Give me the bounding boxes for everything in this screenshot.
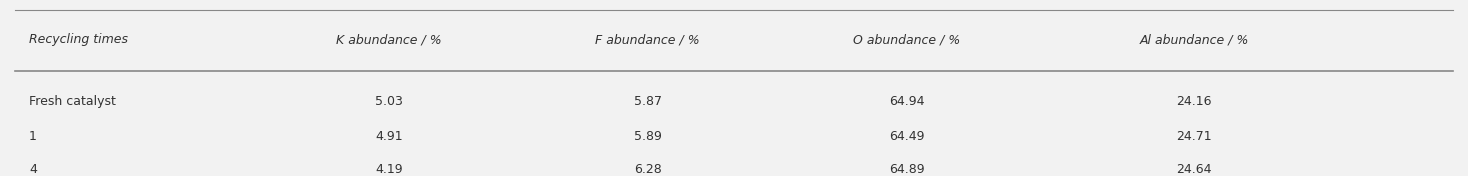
Text: Recycling times: Recycling times: [29, 33, 128, 46]
Text: 64.94: 64.94: [890, 95, 925, 108]
Text: 5.89: 5.89: [634, 130, 662, 143]
Text: K abundance / %: K abundance / %: [336, 33, 442, 46]
Text: Fresh catalyst: Fresh catalyst: [29, 95, 116, 108]
Text: 6.28: 6.28: [634, 163, 662, 176]
Text: 1: 1: [29, 130, 37, 143]
Text: 64.49: 64.49: [890, 130, 925, 143]
Text: 4.91: 4.91: [374, 130, 402, 143]
Text: 4: 4: [29, 163, 37, 176]
Text: 24.16: 24.16: [1177, 95, 1213, 108]
Text: Al abundance / %: Al abundance / %: [1139, 33, 1249, 46]
Text: 5.03: 5.03: [374, 95, 402, 108]
Text: 24.71: 24.71: [1176, 130, 1213, 143]
Text: F abundance / %: F abundance / %: [596, 33, 700, 46]
Text: 64.89: 64.89: [888, 163, 925, 176]
Text: 24.64: 24.64: [1177, 163, 1213, 176]
Text: O abundance / %: O abundance / %: [853, 33, 960, 46]
Text: 4.19: 4.19: [374, 163, 402, 176]
Text: 5.87: 5.87: [634, 95, 662, 108]
